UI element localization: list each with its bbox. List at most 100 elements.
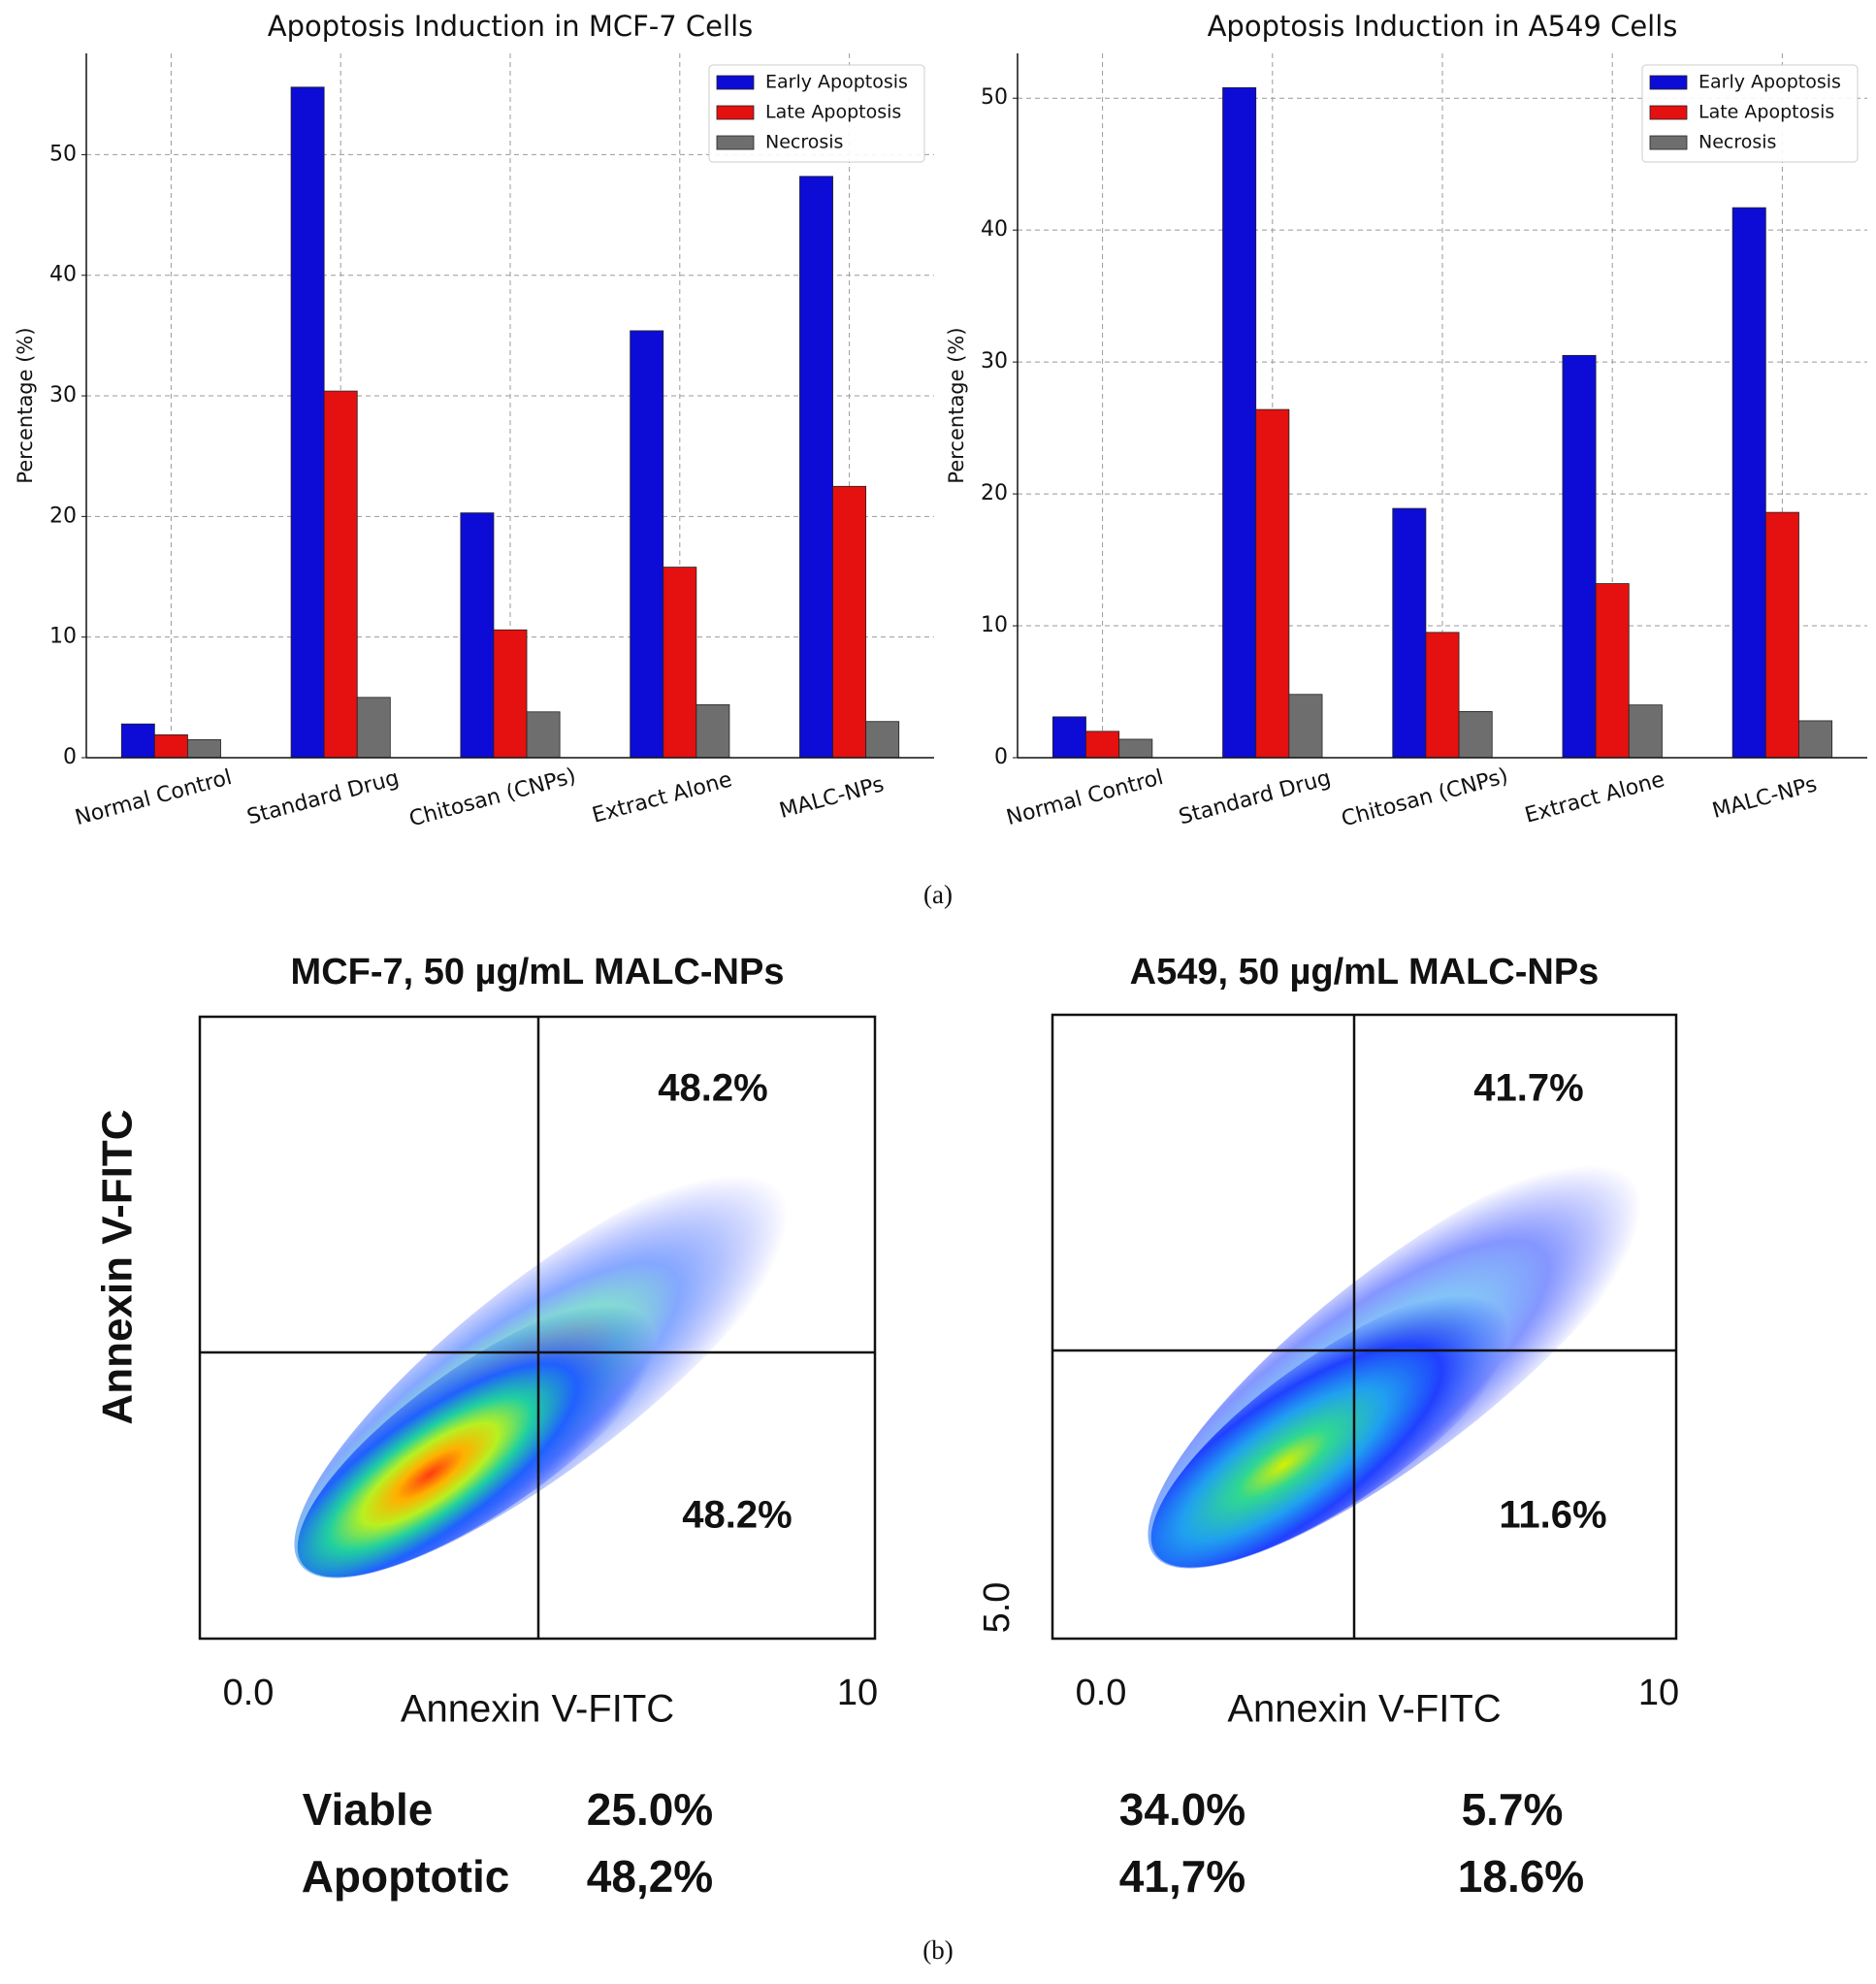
bar	[323, 390, 358, 759]
quadrant-label: 41.7%	[1473, 1067, 1583, 1110]
bar-chart: Apoptosis Induction in MCF-7 Cells Percen…	[14, 10, 934, 831]
plot-frame	[1051, 1013, 1678, 1641]
legend-swatch	[716, 75, 755, 90]
bar	[526, 711, 561, 759]
legend-label: Late Apoptosis	[1698, 102, 1834, 123]
y-tick-label: 5.0	[977, 1582, 1018, 1634]
bar	[1798, 720, 1833, 759]
legend-swatch	[716, 105, 755, 120]
quadrant-label: 48.2%	[682, 1494, 792, 1537]
y-tick-label: 40	[981, 217, 1008, 242]
bar	[1051, 716, 1086, 759]
flow-title: MCF-7, 50 µg/mL MALC-NPs	[291, 952, 785, 992]
bar	[1764, 511, 1799, 759]
bar	[1458, 711, 1493, 759]
bar	[1392, 507, 1427, 759]
bar	[799, 176, 833, 759]
summary-cell: 5.7%	[1462, 1784, 1564, 1835]
legend-box	[1641, 64, 1859, 163]
legend-swatch	[1649, 75, 1688, 90]
density-cloud	[297, 1294, 673, 1577]
y-tick-label: 50	[49, 142, 77, 166]
y-tick-label: 30	[981, 349, 1008, 374]
x-tick-label: 0.0	[1076, 1673, 1127, 1713]
summary-cell: 34.0%	[1119, 1784, 1245, 1835]
y-tick-label: 50	[981, 85, 1008, 110]
legend-label: Early Apoptosis	[765, 72, 908, 93]
y-tick-label: 10	[49, 625, 77, 649]
bar	[153, 733, 188, 759]
flow-plot: MCF-7, 50 µg/mL MALC-NPs 48.2% 48.2% Annexi…	[94, 952, 879, 1731]
x-tick-label: Extract Alone	[1522, 767, 1666, 828]
y-tick-label: 30	[49, 383, 77, 407]
x-axis-label: Annexin V-FITC	[401, 1688, 674, 1731]
x-tick-label: 0.0	[223, 1673, 275, 1713]
y-axis-label: Percentage (%)	[14, 327, 37, 483]
legend-label: Early Apoptosis	[1698, 72, 1841, 93]
bar	[1118, 738, 1153, 759]
density-cloud	[1150, 1285, 1527, 1568]
y-tick-label: 20	[981, 481, 1008, 505]
legend-box	[708, 64, 925, 163]
flow-plot: A549, 50 µg/mL MALC-NPs 41.7% 11.6% Annexin…	[977, 952, 1679, 1731]
summary-cell: 48,2%	[587, 1851, 713, 1902]
chart-title: Apoptosis Induction in A549 Cells	[1208, 10, 1678, 43]
x-axis-label: Annexin V-FITC	[1227, 1688, 1501, 1731]
x-tick-label: Normal Control	[1004, 765, 1166, 830]
bar	[1628, 704, 1663, 759]
summary-cell: 18.6%	[1458, 1851, 1584, 1902]
summary-cell: Viable	[303, 1784, 434, 1835]
bar	[695, 703, 730, 759]
bar-chart: Apoptosis Induction in A549 Cells Percent…	[945, 10, 1867, 831]
legend-label: Necrosis	[765, 132, 843, 153]
bar	[630, 330, 664, 759]
x-tick-label: Chitosan (CNPs)	[406, 764, 578, 832]
y-tick-label: 20	[49, 504, 77, 528]
bar	[187, 738, 221, 759]
x-tick-label: Extract Alone	[590, 767, 734, 828]
bar	[460, 512, 495, 759]
x-tick-label: Standard Drug	[1177, 766, 1334, 830]
chart-title: Apoptosis Induction in MCF-7 Cells	[268, 10, 754, 43]
x-tick-label: 10	[837, 1673, 878, 1713]
bar	[1255, 408, 1290, 759]
bar	[663, 567, 697, 759]
y-tick-label: 40	[49, 263, 77, 287]
x-tick-label: Standard Drug	[244, 766, 402, 830]
legend-label: Late Apoptosis	[765, 102, 901, 123]
bar	[1595, 583, 1630, 759]
y-tick-label: 0	[63, 745, 77, 769]
legend-swatch	[716, 135, 755, 150]
bar	[493, 629, 528, 759]
x-tick-label: Normal Control	[73, 765, 235, 830]
panel-label: (a)	[923, 880, 953, 909]
bar	[1731, 207, 1766, 759]
bar	[1425, 632, 1460, 759]
y-tick-label: 10	[981, 613, 1008, 637]
bar	[865, 721, 900, 759]
bar	[1222, 86, 1257, 759]
y-axis-label: Annexin V-FITC	[94, 1109, 142, 1424]
legend-label: Necrosis	[1698, 132, 1776, 153]
summary-cell: 25.0%	[587, 1784, 713, 1835]
y-axis-label: Percentage (%)	[945, 327, 968, 483]
x-tick-label: Chitosan (CNPs)	[1339, 764, 1510, 832]
x-tick-label: 10	[1638, 1673, 1679, 1713]
quadrant-label: 48.2%	[658, 1067, 767, 1110]
legend-swatch	[1649, 135, 1688, 150]
x-tick-label: MALC-NPs	[1710, 772, 1820, 824]
flow-title: A549, 50 µg/mL MALC-NPs	[1130, 952, 1600, 992]
quadrant-label: 11.6%	[1499, 1494, 1606, 1537]
panel-label: (b)	[922, 1935, 953, 1965]
bar	[1562, 354, 1597, 759]
x-tick-label: MALC-NPs	[777, 772, 887, 824]
y-tick-label: 0	[994, 745, 1008, 769]
bar	[356, 697, 391, 759]
summary-cell: 41,7%	[1119, 1851, 1245, 1902]
summary-cell: Apoptotic	[302, 1851, 510, 1902]
legend-swatch	[1649, 105, 1688, 120]
bar	[120, 723, 155, 759]
bar	[832, 485, 867, 759]
bar	[1085, 731, 1120, 759]
